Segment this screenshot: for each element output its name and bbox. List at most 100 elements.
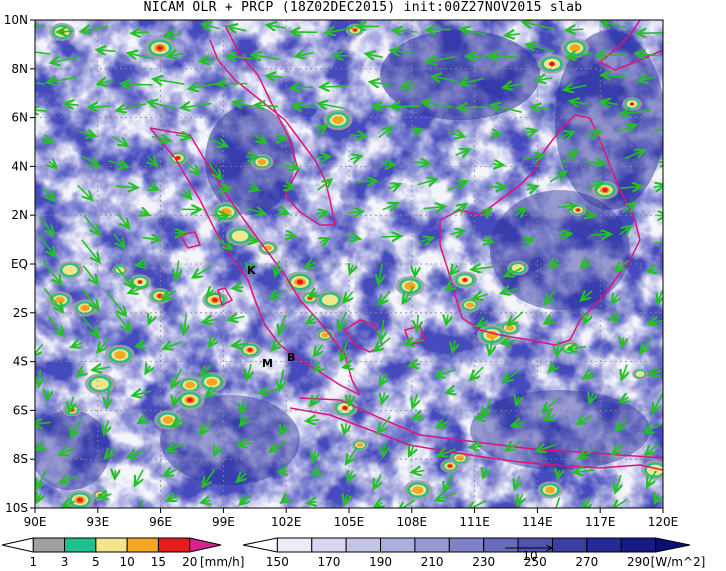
- wind-arrow: [240, 496, 251, 505]
- wind-arrow: [279, 471, 287, 472]
- wind-arrow: [409, 364, 421, 366]
- wind-arrow: [92, 367, 111, 370]
- reference-vector: 10: [505, 548, 552, 563]
- wind-arrow: [71, 342, 84, 347]
- wind-arrow: [446, 315, 448, 325]
- precip-cell: [591, 180, 619, 200]
- wind-arrow: [49, 161, 57, 168]
- wind-arrow: [558, 132, 574, 138]
- wind-arrow: [316, 212, 327, 214]
- wind-arrow: [250, 187, 259, 190]
- colorbar-tick-label: 270: [575, 555, 598, 569]
- wind-arrow: [453, 340, 456, 352]
- lon-label: 99E: [212, 515, 235, 529]
- olr-unit-label: [W/m^2]: [651, 555, 706, 569]
- wind-arrow: [472, 267, 494, 270]
- wind-arrow: [307, 317, 317, 323]
- wind-arrow: [238, 443, 254, 444]
- wind-arrow: [97, 50, 116, 52]
- wind-arrow: [82, 316, 99, 337]
- precip-cell: [351, 439, 369, 451]
- wind-arrow: [381, 319, 384, 341]
- wind-arrow: [438, 449, 456, 455]
- wind-arrow: [313, 157, 330, 158]
- wind-arrow: [455, 149, 470, 155]
- wind-arrow: [209, 137, 227, 147]
- colorbar-tick-label: 250: [524, 555, 547, 569]
- wind-arrow: [276, 209, 288, 213]
- wind-arrow: [164, 468, 180, 475]
- wind-arrow: [291, 87, 313, 88]
- wind-arrow: [527, 45, 555, 53]
- wind-arrow: [272, 340, 281, 350]
- wind-arrow: [622, 364, 627, 380]
- colorbar-tick-label: 10: [120, 555, 135, 569]
- wind-arrow: [417, 314, 418, 330]
- wind-arrow: [470, 366, 484, 380]
- colorbar-tick-label: 1: [29, 555, 37, 569]
- wind-arrow: [618, 226, 630, 235]
- wind-arrow: [387, 184, 400, 189]
- wind-arrow: [446, 285, 453, 290]
- wind-arrow: [370, 82, 391, 85]
- wind-arrow: [427, 29, 452, 30]
- wind-arrow: [378, 416, 391, 433]
- wind-arrow: [467, 56, 487, 57]
- wind-arrow: [278, 138, 286, 139]
- wind-arrow: [115, 313, 130, 332]
- lat-label: 6N: [11, 111, 28, 125]
- lat-label: 4N: [11, 159, 28, 173]
- wind-arrow: [477, 321, 489, 326]
- wind-arrow: [208, 163, 221, 179]
- wind-arrow: [508, 311, 524, 325]
- small-island-coast: [178, 231, 202, 249]
- colorbar-swatch: [1, 537, 34, 553]
- wind-arrow: [249, 240, 258, 241]
- wind-arrow: [201, 501, 209, 503]
- precip-cell: [537, 481, 563, 499]
- precip-cell: [640, 460, 663, 480]
- lat-label: EQ: [11, 257, 28, 271]
- plot-title: NICAM OLR + PRCP (18Z02DEC2015) init:00Z…: [143, 0, 583, 15]
- wind-arrow: [115, 470, 116, 478]
- colorbar-swatch: [242, 537, 278, 553]
- colorbar-swatch: [311, 537, 347, 553]
- wind-arrow: [391, 50, 414, 53]
- wind-arrow: [247, 209, 265, 214]
- wind-arrow: [490, 339, 493, 354]
- colorbar-swatch: [448, 537, 485, 553]
- lon-label: 120E: [648, 515, 679, 529]
- wind-arrow: [564, 85, 587, 90]
- wind-arrow: [483, 468, 486, 477]
- wind-arrow: [281, 498, 287, 503]
- wind-arrow: [228, 27, 247, 31]
- wind-arrow: [402, 84, 416, 87]
- wind-arrow: [69, 396, 74, 412]
- wind-arrow: [270, 440, 287, 452]
- precip-cell: [345, 23, 365, 37]
- wind-arrow: [314, 344, 323, 356]
- wind-arrow: [41, 139, 53, 142]
- wind-arrow: [536, 78, 553, 81]
- wind-arrow: [35, 343, 44, 357]
- wind-arrow: [413, 393, 418, 408]
- wind-arrow: [446, 390, 454, 393]
- wind-arrow: [207, 290, 214, 297]
- axis-ticks: [30, 19, 664, 513]
- precip-cell: [65, 490, 95, 508]
- wind-arrow: [581, 291, 593, 301]
- wind-arrow: [346, 447, 357, 464]
- wind-arrow: [202, 24, 220, 28]
- wind-arrow: [138, 418, 146, 423]
- wind-arrow: [639, 77, 657, 80]
- wind-arrow: [375, 503, 383, 507]
- wind-arrow: [502, 340, 517, 343]
- wind-arrow: [71, 417, 83, 437]
- wind-arrow: [436, 370, 456, 377]
- wind-arrow: [531, 107, 551, 109]
- wind-arrow: [259, 389, 280, 393]
- wind-arrow: [450, 231, 464, 235]
- wind-arrow: [215, 236, 232, 249]
- wind-arrow: [412, 470, 425, 472]
